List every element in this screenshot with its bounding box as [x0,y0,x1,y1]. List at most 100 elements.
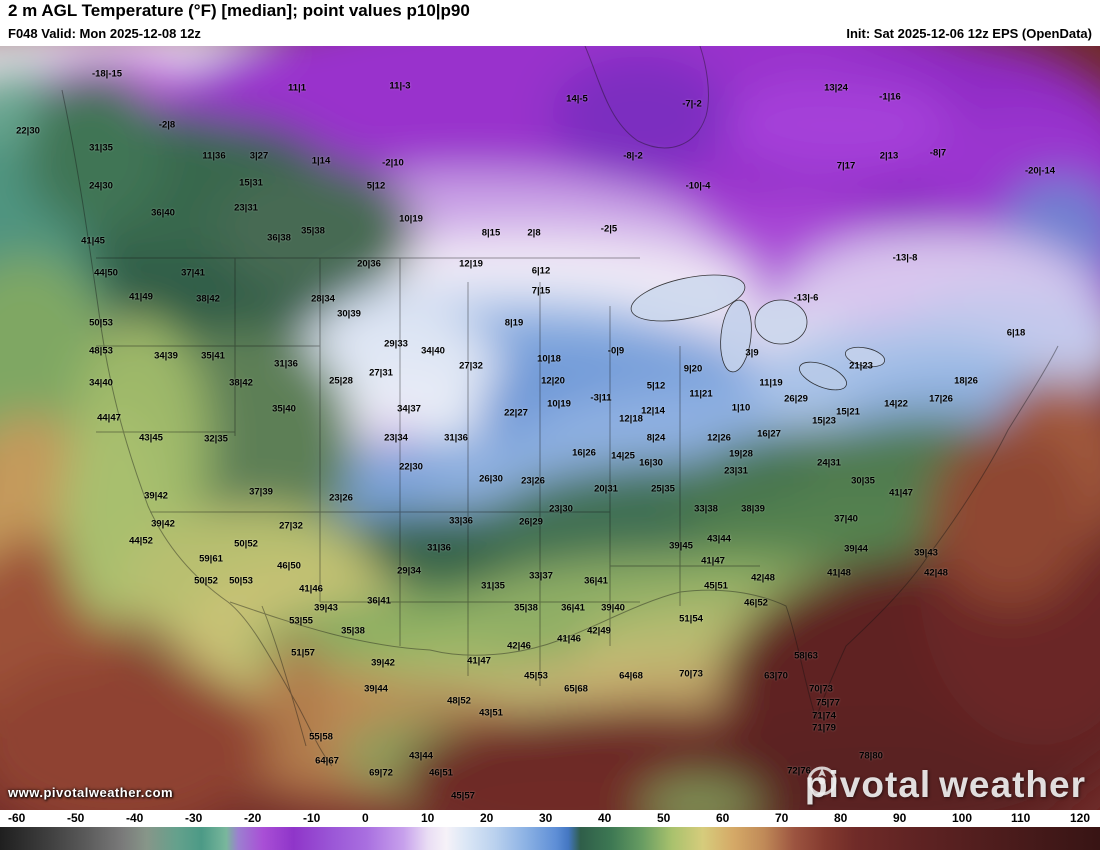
logo-text-pivotal: pivotal [804,764,932,805]
scale-ticks: -60 -50 -40 -30 -20 -10 0 10 20 30 40 50 60 70 80 90 100… [0,810,1100,826]
point-value: 33|37 [529,570,553,582]
scale-tick: 70 [775,811,789,825]
point-value: 35|40 [272,403,296,415]
point-value: 46|52 [744,597,768,609]
point-value: 14|22 [884,398,908,410]
point-value: 39|44 [844,543,868,555]
point-value: 48|52 [447,695,471,707]
point-value: 28|34 [311,293,335,305]
point-value: -3|11 [590,392,612,404]
point-value: 34|40 [421,345,445,357]
point-value: 70|73 [679,668,703,680]
point-value: 69|72 [369,767,393,779]
point-value: 31|36 [444,432,468,444]
point-value: 23|26 [521,475,545,487]
point-value: 42|49 [587,625,611,637]
point-value: 31|35 [89,142,113,154]
point-value: -1|16 [879,91,901,103]
point-value: 42|48 [924,567,948,579]
point-value: 71|74 [812,710,836,722]
point-value: 2|13 [879,150,899,162]
point-value: 14|-5 [566,93,588,105]
point-value: 50|52 [234,538,258,550]
point-value: 70|73 [809,683,833,695]
point-value: 51|54 [679,613,703,625]
point-value: 35|38 [301,225,325,237]
point-value: -0|9 [607,345,625,357]
scale-tick: 100 [952,811,973,825]
point-value: 19|28 [729,448,753,460]
point-value: 30|35 [851,475,875,487]
weather-map: -18|-15 11|1 11|-3 14|-5 -7|-2 13|24 -1|16 22|3… [0,46,1100,810]
watermark-url: www.pivotalweather.com [8,785,174,800]
scale-tick: -10 [303,811,321,825]
point-value: -2|5 [600,223,618,235]
point-value: -20|-14 [1024,165,1056,177]
point-value: 38|42 [229,377,253,389]
point-value: 34|40 [89,377,113,389]
init-time: Init: Sat 2025-12-06 12z EPS (OpenData) [846,26,1092,41]
point-value: -2|10 [382,157,404,169]
scale-tick: -50 [67,811,85,825]
weather-vane-icon [807,766,837,796]
point-value: 55|58 [309,731,333,743]
point-value: -8|7 [929,147,947,159]
point-value: -13|-6 [793,292,819,304]
point-value: 27|32 [459,360,483,372]
point-value: 23|30 [549,503,573,515]
point-value: 10|19 [399,213,423,225]
point-value: 3|27 [249,150,269,162]
point-value: 39|44 [364,683,388,695]
scale-tick: 40 [598,811,612,825]
point-value: 41|48 [827,567,851,579]
point-value: 36|40 [151,207,175,219]
map-title: 2 m AGL Temperature (°F) [median]; point… [8,1,470,20]
point-value: 45|57 [451,790,475,802]
scale-gradient [0,827,1100,850]
point-value: 41|47 [701,555,725,567]
point-value: 12|26 [707,432,731,444]
point-value: 11|21 [689,388,713,400]
point-value: 11|1 [288,82,306,94]
point-value: 3|9 [745,347,759,359]
point-value: -10|-4 [685,180,711,192]
point-value: -13|-8 [892,252,918,264]
point-value: 44|47 [97,412,121,424]
point-value: 6|12 [531,265,551,277]
point-value: 43|44 [707,533,731,545]
point-value: 29|33 [384,338,408,350]
point-value: 12|19 [459,258,483,270]
point-value: 41|46 [557,633,581,645]
point-value: 78|80 [859,750,883,762]
point-value: 18|26 [954,375,978,387]
point-value: 26|30 [479,473,503,485]
point-value: 41|47 [889,487,913,499]
point-value: 7|15 [531,285,551,297]
point-value: 23|26 [329,492,353,504]
point-value: 29|34 [397,565,421,577]
point-value: 41|46 [299,583,323,595]
point-value: 63|70 [764,670,788,682]
great-lakes [630,274,886,391]
point-value: 44|50 [94,267,118,279]
scale-tick: 120 [1070,811,1091,825]
point-value: 50|52 [194,575,218,587]
point-value: 12|20 [541,375,565,387]
point-value: 39|45 [669,540,693,552]
point-value: 46|51 [429,767,453,779]
valid-time: F048 Valid: Mon 2025-12-08 12z [8,26,201,41]
point-value: 17|26 [929,393,953,405]
point-value: 23|31 [234,202,258,214]
point-values-layer: -18|-15 11|1 11|-3 14|-5 -7|-2 13|24 -1|16 22|3… [0,46,1100,810]
point-value: 42|46 [507,640,531,652]
boundary-lines [61,46,1059,767]
point-value: 71|79 [812,722,836,734]
point-value: 23|31 [724,465,748,477]
point-value: 15|31 [239,177,263,189]
point-value: 43|44 [409,750,433,762]
point-value: 75|77 [816,697,840,709]
point-value: 25|35 [651,483,675,495]
point-value: 36|38 [267,232,291,244]
point-value: 10|19 [547,398,571,410]
scale-tick: -40 [126,811,144,825]
